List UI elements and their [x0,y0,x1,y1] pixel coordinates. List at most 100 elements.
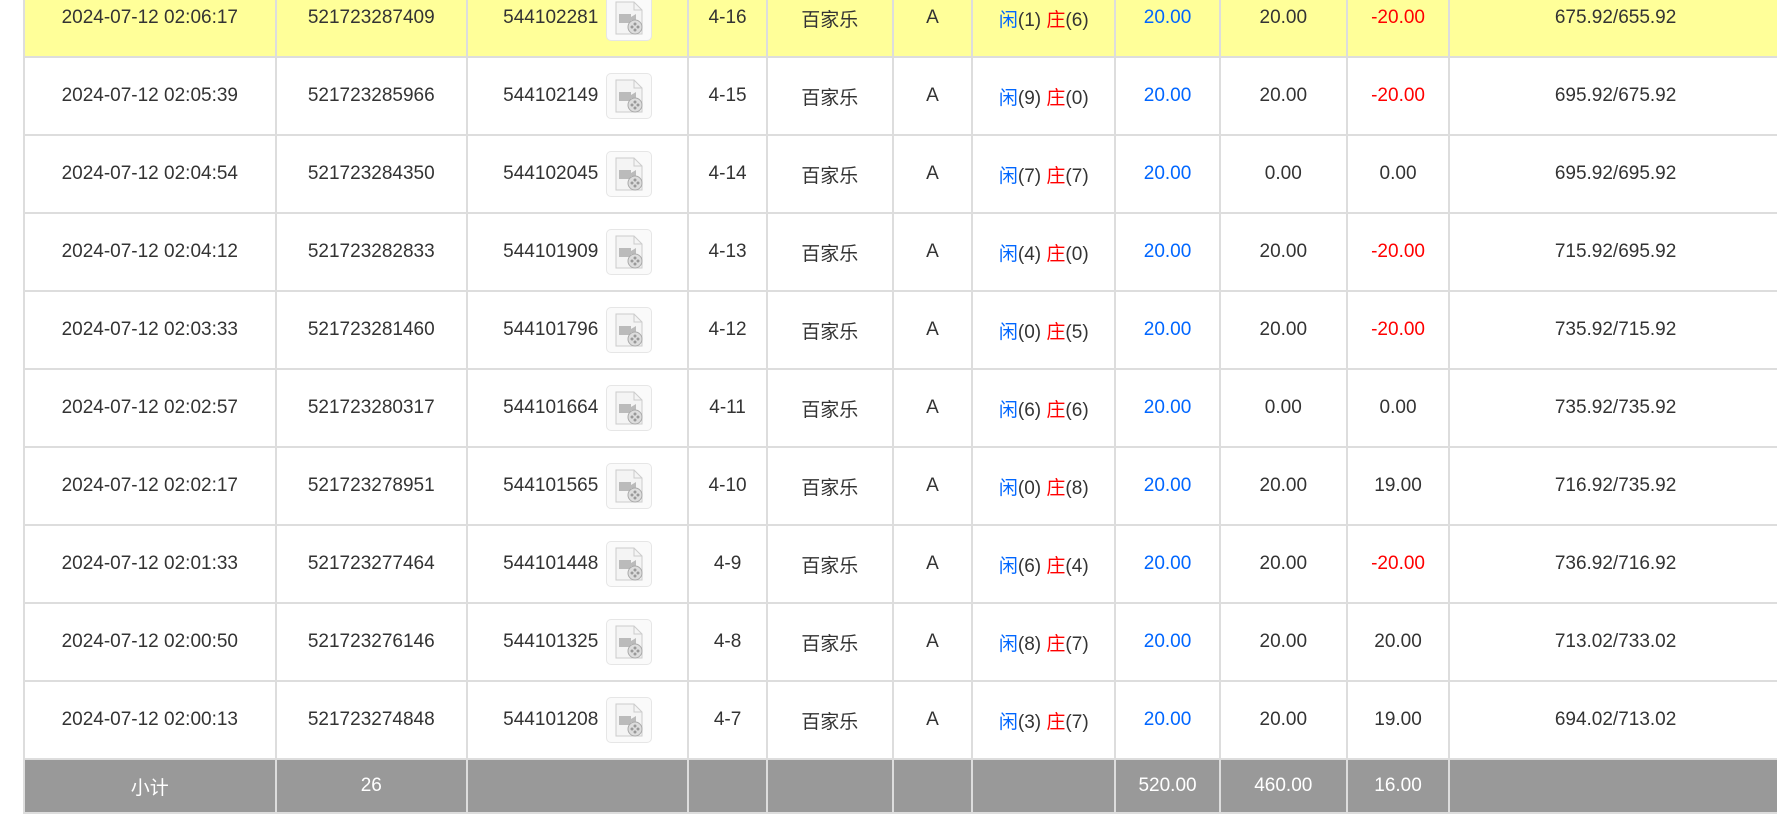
video-file-icon[interactable] [606,229,653,275]
result: 闲(8) 庄(7) [971,602,1117,682]
video-file-icon[interactable] [606,307,653,353]
valid-amount: 20.00 [1218,680,1348,760]
banker-score: (0) [1065,243,1089,265]
video-file-icon[interactable] [606,151,653,197]
valid-amount: 20.00 [1218,56,1348,136]
table-row: 2024-07-12 02:02:57 521723280317 5441016… [23,368,1777,448]
banker-label: 庄 [1046,477,1066,499]
valid-amount: 20.00 [1218,446,1348,526]
valid-amount: 20.00 [1218,290,1348,370]
seat: A [891,212,974,292]
win-loss: -20.00 [1345,524,1451,604]
banker-score: (6) [1065,9,1089,31]
player-label: 闲 [998,321,1018,343]
game-type: 百家乐 [765,680,894,760]
player-label: 闲 [998,243,1018,265]
video-file-icon[interactable] [606,697,653,743]
bet-records-table-container: 2024-07-12 02:06:17 521723287409 5441022… [23,0,1777,814]
bet-amount: 20.00 [1114,680,1221,760]
result: 闲(0) 庄(8) [971,446,1117,526]
bet-amount: 20.00 [1114,602,1221,682]
bet-amount: 20.00 [1114,368,1221,448]
table-number: 4-8 [687,602,768,682]
table-row: 2024-07-12 02:06:17 521723287409 5441022… [23,0,1777,58]
round-cell: 544101664 [465,368,690,448]
seat: A [891,0,974,58]
bet-time: 2024-07-12 02:04:12 [23,212,277,292]
video-file-icon[interactable] [606,73,653,119]
valid-amount: 20.00 [1218,602,1348,682]
round-id: 544101664 [503,397,599,419]
video-file-icon[interactable] [606,0,653,41]
video-file-icon[interactable] [606,619,653,665]
round-cell: 544102045 [465,134,690,214]
banker-label: 庄 [1046,711,1066,733]
video-file-icon[interactable] [606,541,653,587]
banker-label: 庄 [1046,165,1066,187]
win-loss: -20.00 [1345,212,1451,292]
summary-label: 小计 [23,758,277,814]
banker-score: (7) [1065,711,1089,733]
summary-win: 16.00 [1345,758,1451,814]
round-id: 544101208 [503,709,599,731]
player-score: (1) [1017,9,1042,31]
player-label: 闲 [998,477,1018,499]
bet-id: 521723284350 [274,134,468,214]
valid-amount: 20.00 [1218,0,1348,58]
bet-time: 2024-07-12 02:01:33 [23,524,277,604]
balance-change: 736.92/716.92 [1448,524,1777,604]
bet-id: 521723274848 [274,680,468,760]
banker-label: 庄 [1046,87,1066,109]
table-row: 2024-07-12 02:05:39 521723285966 5441021… [23,56,1777,136]
game-type: 百家乐 [765,134,894,214]
balance-change: 695.92/675.92 [1448,56,1777,136]
table-number: 4-16 [687,0,768,58]
round-cell: 544102281 [465,0,690,58]
win-loss: 20.00 [1345,602,1451,682]
win-loss: 19.00 [1345,680,1451,760]
bet-id: 521723280317 [274,368,468,448]
banker-label: 庄 [1046,555,1066,577]
game-type: 百家乐 [765,602,894,682]
round-cell: 544101909 [465,212,690,292]
result: 闲(9) 庄(0) [971,56,1117,136]
bet-time: 2024-07-12 02:02:17 [23,446,277,526]
balance-change: 713.02/733.02 [1448,602,1777,682]
banker-score: (0) [1065,87,1089,109]
table-row: 2024-07-12 02:04:12 521723282833 5441019… [23,212,1777,292]
bet-time: 2024-07-12 02:03:33 [23,290,277,370]
banker-score: (4) [1065,555,1089,577]
player-score: (4) [1017,243,1042,265]
bet-id: 521723281460 [274,290,468,370]
round-cell: 544101448 [465,524,690,604]
seat: A [891,56,974,136]
table-number: 4-14 [687,134,768,214]
bet-time: 2024-07-12 02:06:17 [23,0,277,58]
valid-amount: 20.00 [1218,524,1348,604]
table-number: 4-15 [687,56,768,136]
balance-change: 675.92/655.92 [1448,0,1777,58]
round-id: 544102281 [503,7,599,29]
player-score: (9) [1017,87,1042,109]
bet-amount: 20.00 [1114,524,1221,604]
game-type: 百家乐 [765,56,894,136]
game-type: 百家乐 [765,446,894,526]
balance-change: 735.92/715.92 [1448,290,1777,370]
balance-change: 735.92/735.92 [1448,368,1777,448]
bet-time: 2024-07-12 02:05:39 [23,56,277,136]
round-cell: 544101325 [465,602,690,682]
win-loss: 0.00 [1345,134,1451,214]
bet-amount: 20.00 [1114,134,1221,214]
video-file-icon[interactable] [606,385,653,431]
player-score: (6) [1017,399,1042,421]
valid-amount: 20.00 [1218,212,1348,292]
round-id: 544101909 [503,241,599,263]
banker-label: 庄 [1046,243,1066,265]
table-number: 4-7 [687,680,768,760]
table-row: 2024-07-12 02:01:33 521723277464 5441014… [23,524,1777,604]
banker-label: 庄 [1046,321,1066,343]
player-score: (8) [1017,633,1042,655]
banker-score: (6) [1065,399,1089,421]
video-file-icon[interactable] [606,463,653,509]
player-label: 闲 [998,87,1018,109]
